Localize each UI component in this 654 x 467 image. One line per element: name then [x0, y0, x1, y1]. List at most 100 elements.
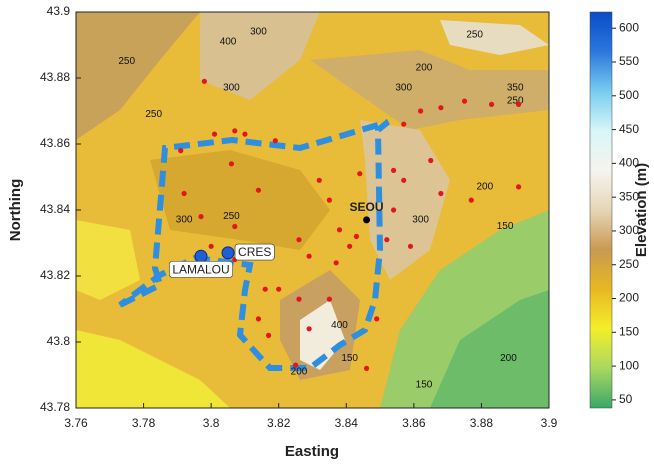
contour-label: 150 — [416, 380, 433, 391]
colorbar-tick-label: 100 — [619, 358, 639, 372]
colorbar-tick-label: 550 — [619, 54, 639, 68]
x-tick-label: 3.8 — [203, 416, 220, 430]
contour-label: 200 — [291, 366, 308, 377]
x-tick-label: 3.88 — [470, 416, 494, 430]
contour-label: 150 — [341, 353, 358, 364]
observation-point — [438, 190, 444, 197]
colorbar-tick-label: 350 — [619, 189, 639, 203]
contour-label: 150 — [497, 221, 514, 232]
observation-point — [374, 316, 380, 322]
observation-point — [515, 184, 522, 190]
colorbar-tick-label: 400 — [619, 156, 639, 170]
observation-point — [211, 131, 218, 137]
observation-point — [390, 207, 397, 213]
colorbar-tick-label: 300 — [619, 223, 639, 237]
colorbar-title: Elevation (m) — [633, 163, 650, 257]
observation-point — [276, 286, 282, 292]
observation-point — [384, 237, 390, 243]
observation-point — [336, 227, 343, 233]
contour-label: 400 — [331, 320, 348, 331]
contour-label: 250 — [118, 56, 135, 67]
station-label: SEOU — [350, 200, 384, 214]
contour-label: 350 — [507, 83, 524, 94]
observation-point — [228, 161, 235, 167]
observation-point — [353, 233, 360, 239]
contour-label: 250 — [145, 109, 162, 120]
observation-point — [401, 177, 407, 183]
contour-label: 250 — [223, 211, 240, 222]
observation-point — [438, 105, 444, 111]
x-tick-label: 3.84 — [335, 416, 359, 430]
y-tick-label: 43.78 — [40, 400, 70, 414]
observation-point — [347, 243, 353, 249]
observation-point — [407, 243, 414, 249]
observation-point — [515, 101, 522, 107]
observation-point — [262, 286, 268, 292]
contour-label: 300 — [223, 83, 240, 94]
colorbar-tick-label: 500 — [619, 88, 639, 102]
observation-point — [208, 243, 214, 249]
x-tick-label: 3.78 — [132, 416, 156, 430]
contour-label: 200 — [500, 353, 517, 364]
contour-label: 300 — [395, 83, 412, 94]
x-tick-label: 3.86 — [402, 416, 426, 430]
x-tick-label: 3.9 — [541, 416, 558, 430]
y-tick-label: 43.8 — [47, 334, 71, 348]
observation-point — [418, 108, 424, 114]
colorbar-tick-label: 600 — [619, 20, 639, 34]
observation-point — [181, 190, 187, 197]
observation-point — [178, 148, 184, 154]
y-tick-label: 43.9 — [47, 4, 71, 18]
colorbar-tick-label: 200 — [619, 291, 639, 305]
observation-point — [428, 157, 434, 164]
observation-point — [363, 365, 370, 371]
observation-point — [272, 138, 278, 144]
observation-point — [326, 296, 332, 302]
observation-point — [333, 260, 339, 266]
observation-point — [461, 98, 468, 104]
observation-point — [316, 177, 322, 183]
contour-label: 300 — [250, 26, 267, 37]
colorbar — [589, 11, 613, 409]
catchment-boundary — [118, 119, 390, 371]
x-tick-label: 3.82 — [267, 416, 291, 430]
y-tick-label: 43.88 — [40, 70, 70, 84]
observation-point — [401, 121, 407, 127]
x-tick-label: 3.76 — [64, 416, 88, 430]
observation-point — [232, 128, 238, 134]
station-label: LAMALOU — [172, 262, 229, 276]
y-axis-title: Northing — [7, 179, 24, 241]
colorbar-tick-label: 150 — [619, 324, 639, 338]
colorbar-tick-label: 450 — [619, 122, 639, 136]
contour-label: 250 — [507, 96, 524, 107]
station-marker — [221, 246, 235, 260]
observation-point — [255, 316, 262, 322]
contour-label: 200 — [476, 182, 493, 193]
station-marker — [194, 249, 208, 263]
y-tick-label: 43.84 — [40, 202, 70, 216]
observation-point — [296, 296, 302, 302]
station-label: CRES — [238, 245, 271, 259]
observation-point — [390, 167, 397, 173]
observation-point — [306, 253, 312, 259]
observation-point — [488, 101, 495, 107]
station-marker — [363, 216, 371, 224]
observation-point — [468, 197, 474, 203]
observation-point — [293, 362, 299, 368]
colorbar-tick-label: 250 — [619, 257, 639, 271]
contour-label: 250 — [466, 30, 483, 41]
observation-point — [242, 131, 248, 137]
observation-point — [198, 214, 204, 220]
plot-layer: 300 250 250 400 300 300 250 200 300 350 250 250 200 1… — [118, 26, 524, 390]
contour-label: 200 — [416, 63, 433, 74]
observation-point — [255, 187, 262, 193]
contour-label: 400 — [220, 36, 237, 47]
station-label-box — [169, 261, 233, 278]
observation-point — [265, 332, 272, 338]
observation-point — [232, 223, 238, 230]
observation-point — [357, 171, 363, 177]
y-tick-label: 43.86 — [40, 136, 70, 150]
observation-point — [306, 326, 312, 332]
station-label-box — [234, 243, 275, 261]
